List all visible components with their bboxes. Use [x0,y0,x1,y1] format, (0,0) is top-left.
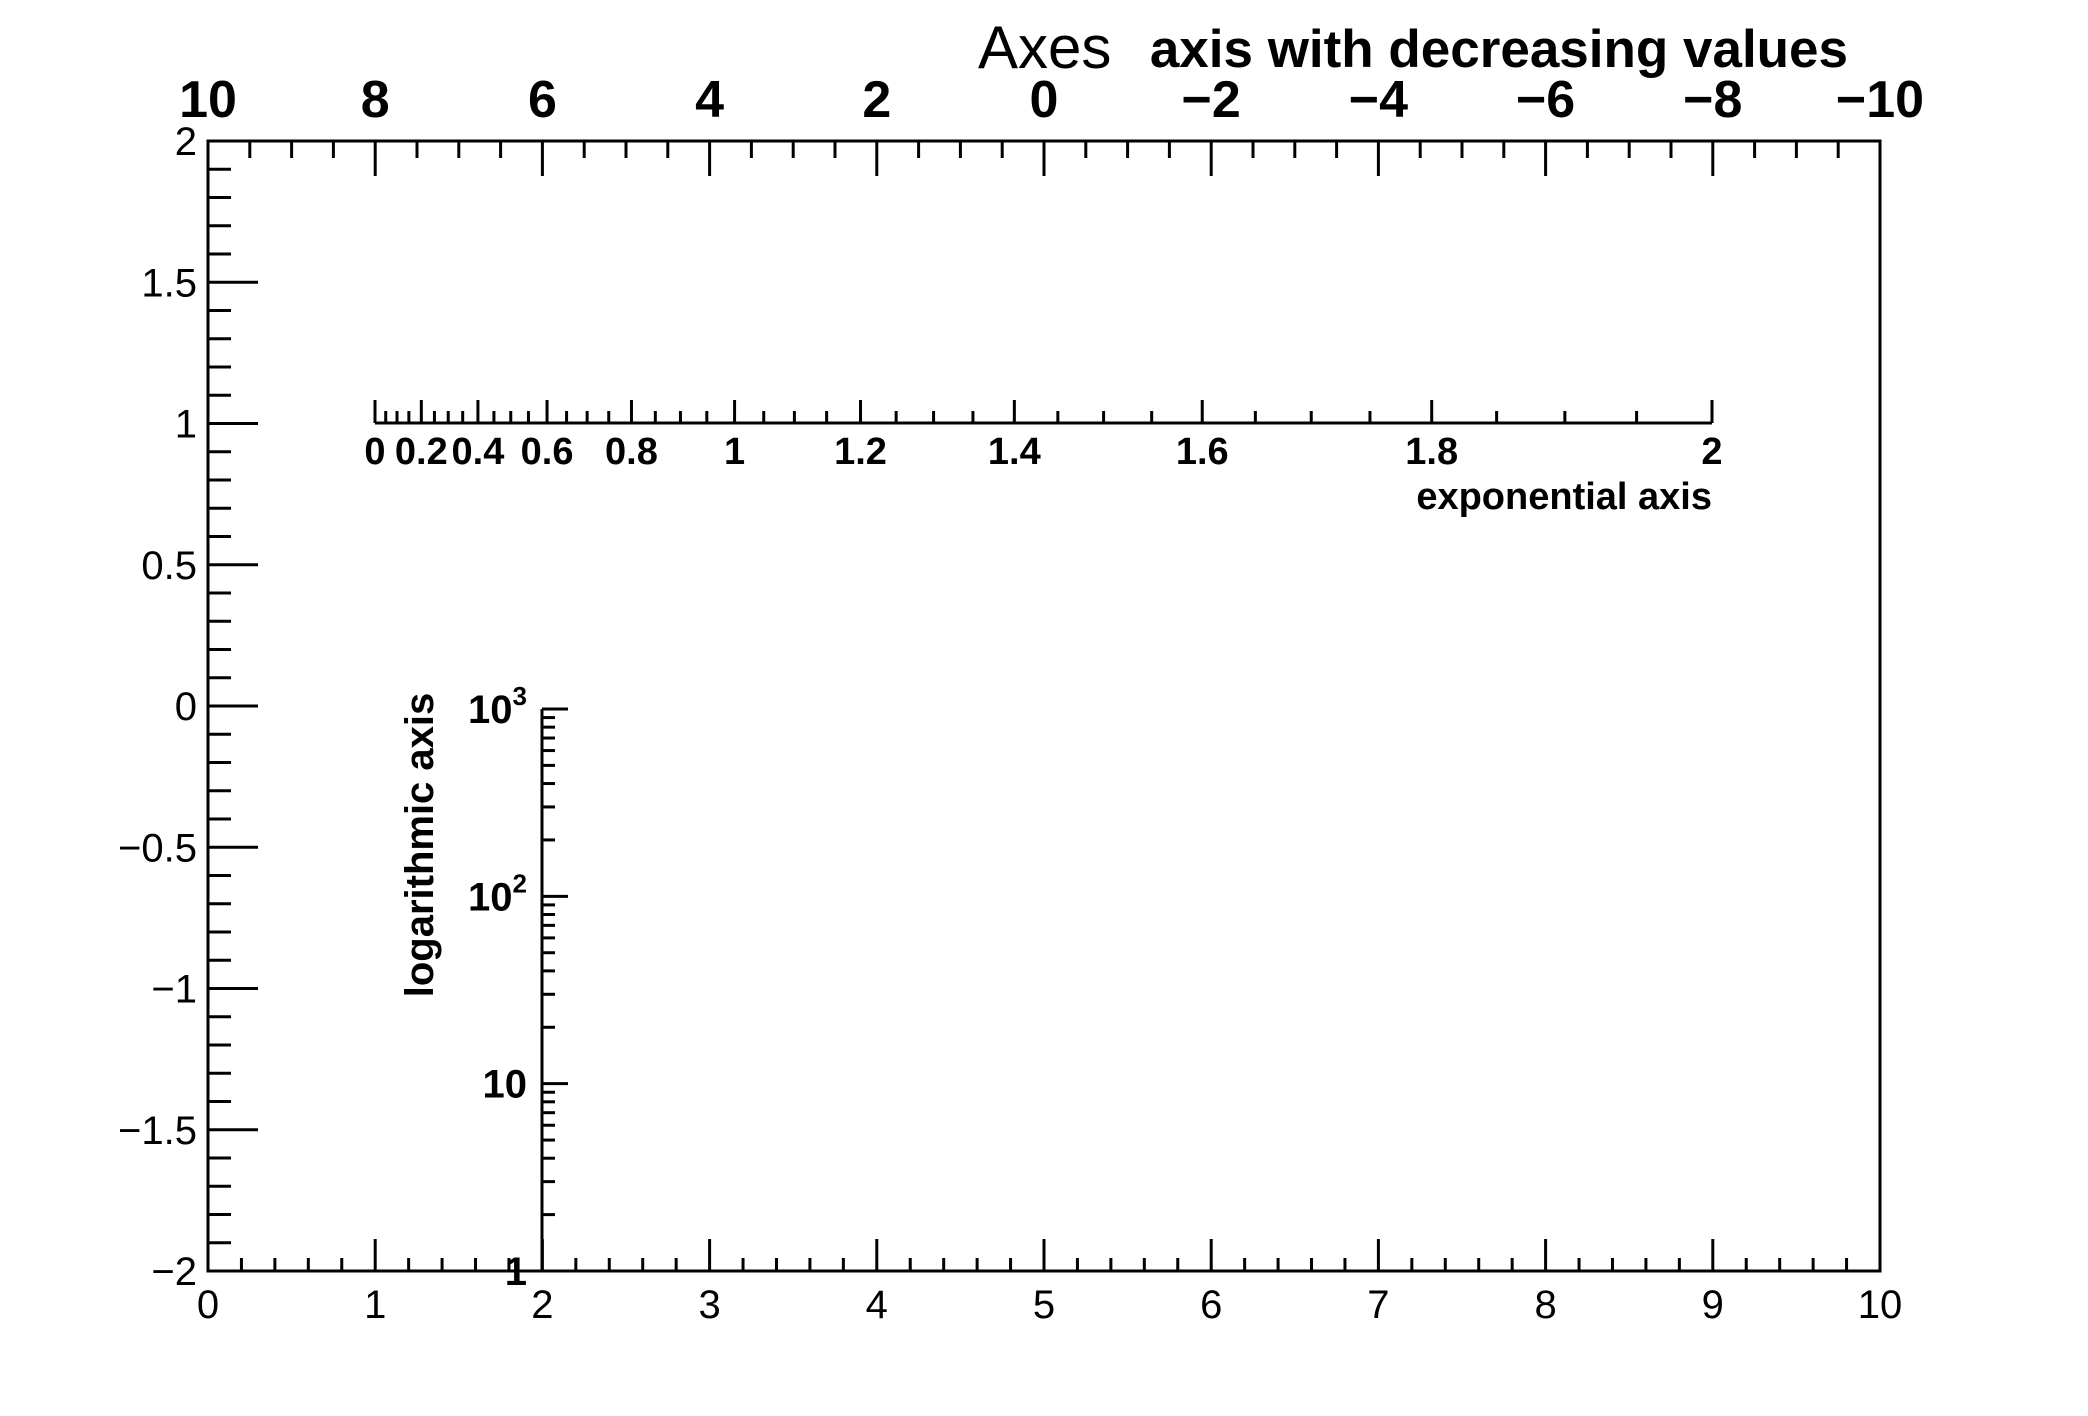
exponential-axis: 0 0.2 0.4 0.6 0.8 1 1.2 1.4 1.6 1.8 2 [364,400,1723,473]
svg-text:0.8: 0.8 [605,431,658,473]
svg-text:1: 1 [724,431,745,473]
svg-text:−8: −8 [1683,71,1742,129]
svg-text:1.4: 1.4 [988,431,1041,473]
exponential-axis-title: exponential axis [1416,476,1712,518]
svg-text:−1: −1 [151,968,197,1012]
svg-text:9: 9 [1702,1283,1724,1327]
svg-text:1.6: 1.6 [1176,431,1229,473]
svg-text:4: 4 [866,1283,888,1327]
svg-text:0.6: 0.6 [521,431,574,473]
bottom-axis: 0 1 2 3 4 5 6 7 8 9 10 [197,1239,1902,1327]
svg-text:3: 3 [698,1283,720,1327]
left-axis: −2 −1.5 −1 −0.5 0 0.5 1 1.5 2 [118,120,258,1294]
svg-text:5: 5 [1033,1283,1055,1327]
svg-text:−1.5: −1.5 [118,1109,197,1153]
svg-text:0: 0 [364,431,385,473]
svg-text:−10: −10 [1836,71,1924,129]
main-frame [206,139,1882,1273]
svg-text:10: 10 [1858,1283,1903,1327]
top-decreasing-axis: 10 8 6 4 2 0 −2 −4 −6 −8 −10 [179,71,1924,176]
svg-text:10: 10 [179,71,237,129]
svg-text:8: 8 [1534,1283,1556,1327]
svg-text:0.5: 0.5 [141,544,197,588]
svg-text:0: 0 [175,685,197,729]
svg-text:−0.5: −0.5 [118,826,197,870]
svg-text:1: 1 [175,403,197,447]
svg-text:4: 4 [695,71,724,129]
page-title: Axes [978,14,1112,81]
svg-text:103: 103 [468,681,527,732]
svg-text:−4: −4 [1349,71,1408,129]
svg-text:2: 2 [175,120,197,164]
svg-text:0.2: 0.2 [395,431,448,473]
svg-text:2: 2 [1701,431,1722,473]
svg-text:2: 2 [531,1283,553,1327]
svg-text:1.5: 1.5 [141,261,197,305]
svg-text:1: 1 [505,1250,527,1294]
svg-text:8: 8 [361,71,390,129]
svg-text:−2: −2 [1182,71,1241,129]
svg-text:1.2: 1.2 [834,431,887,473]
svg-text:10: 10 [483,1063,528,1107]
decreasing-axis-title: axis with decreasing values [1149,20,1848,79]
svg-text:0: 0 [1030,71,1059,129]
logarithmic-axis-title: logarithmic axis [398,692,442,998]
svg-text:1: 1 [364,1283,386,1327]
svg-text:0.4: 0.4 [452,431,505,473]
svg-text:6: 6 [528,71,557,129]
svg-text:6: 6 [1200,1283,1222,1327]
svg-text:1.8: 1.8 [1405,431,1458,473]
logarithmic-axis: 1 10 102 103 [468,681,568,1294]
svg-text:−6: −6 [1516,71,1575,129]
svg-text:7: 7 [1367,1283,1389,1327]
svg-text:2: 2 [862,71,891,129]
svg-text:−2: −2 [151,1250,197,1294]
svg-text:102: 102 [468,868,527,919]
svg-text:0: 0 [197,1283,219,1327]
